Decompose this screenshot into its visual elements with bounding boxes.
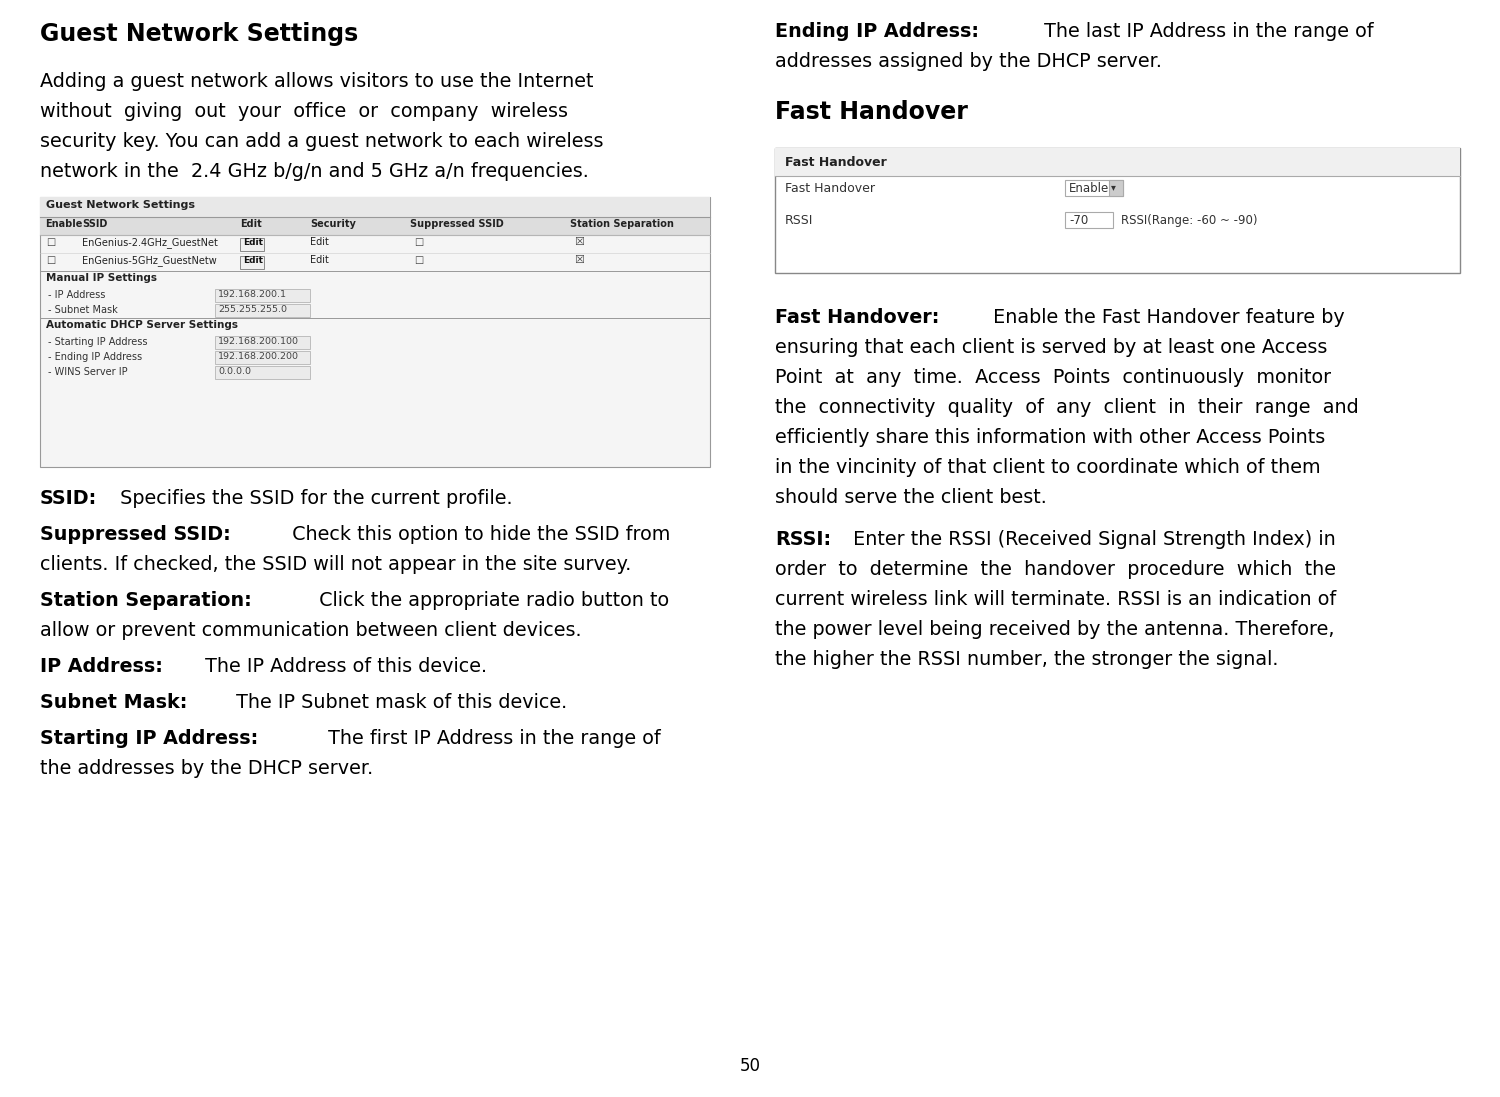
Text: the  connectivity  quality  of  any  client  in  their  range  and: the connectivity quality of any client i… <box>776 398 1359 417</box>
Text: RSSI:: RSSI: <box>776 530 831 548</box>
Bar <box>40 197 709 217</box>
Text: 192.168.200.200: 192.168.200.200 <box>217 352 298 361</box>
Text: Ending IP Address:: Ending IP Address: <box>776 22 980 41</box>
Text: network in the  2.4 GHz b/g/n and 5 GHz a/n frequencies.: network in the 2.4 GHz b/g/n and 5 GHz a… <box>40 162 590 181</box>
Text: Edit: Edit <box>310 255 328 265</box>
Text: Guest Network Settings: Guest Network Settings <box>46 200 195 210</box>
Text: efficiently share this information with other Access Points: efficiently share this information with … <box>776 428 1326 446</box>
Text: Enable: Enable <box>45 219 82 229</box>
Text: Enable: Enable <box>1070 182 1108 195</box>
Text: Suppressed SSID:: Suppressed SSID: <box>40 525 231 544</box>
Bar <box>240 238 264 251</box>
Bar <box>40 217 709 235</box>
Text: Fast Handover: Fast Handover <box>784 156 886 169</box>
Text: the addresses by the DHCP server.: the addresses by the DHCP server. <box>40 759 374 778</box>
Text: Station Separation: Station Separation <box>570 219 674 229</box>
Text: without  giving  out  your  office  or  company  wireless: without giving out your office or compan… <box>40 102 568 121</box>
Text: Subnet Mask:: Subnet Mask: <box>40 693 188 712</box>
Text: Automatic DHCP Server Settings: Automatic DHCP Server Settings <box>46 320 238 330</box>
Text: The IP Subnet mask of this device.: The IP Subnet mask of this device. <box>230 693 567 712</box>
Text: Edit: Edit <box>310 237 328 247</box>
Text: Suppressed SSID: Suppressed SSID <box>410 219 504 229</box>
Text: the power level being received by the antenna. Therefore,: the power level being received by the an… <box>776 620 1335 638</box>
Text: the higher the RSSI number, the stronger the signal.: the higher the RSSI number, the stronger… <box>776 651 1278 669</box>
Text: RSSI: RSSI <box>784 214 813 227</box>
Bar <box>214 336 310 349</box>
Text: -70: -70 <box>1070 214 1088 227</box>
Text: RSSI(Range: -60 ~ -90): RSSI(Range: -60 ~ -90) <box>1120 214 1257 227</box>
Text: □: □ <box>414 237 423 247</box>
Text: SSID: SSID <box>82 219 108 229</box>
Bar <box>214 304 310 317</box>
Text: clients. If checked, the SSID will not appear in the site survey.: clients. If checked, the SSID will not a… <box>40 555 631 574</box>
Text: EnGenius-5GHz_GuestNetw: EnGenius-5GHz_GuestNetw <box>82 255 216 265</box>
Text: IP Address:: IP Address: <box>40 657 164 676</box>
Text: addresses assigned by the DHCP server.: addresses assigned by the DHCP server. <box>776 52 1162 71</box>
Bar <box>1065 180 1124 196</box>
Text: - Starting IP Address: - Starting IP Address <box>48 337 147 347</box>
Text: EnGenius-2.4GHz_GuestNet: EnGenius-2.4GHz_GuestNet <box>82 237 218 248</box>
Text: Edit: Edit <box>243 238 262 247</box>
Text: Enter the RSSI (Received Signal Strength Index) in: Enter the RSSI (Received Signal Strength… <box>847 530 1336 548</box>
Text: Specifies the SSID for the current profile.: Specifies the SSID for the current profi… <box>114 489 513 508</box>
Text: security key. You can add a guest network to each wireless: security key. You can add a guest networ… <box>40 132 603 151</box>
Text: order  to  determine  the  handover  procedure  which  the: order to determine the handover procedur… <box>776 559 1336 579</box>
Text: allow or prevent communication between client devices.: allow or prevent communication between c… <box>40 621 582 640</box>
Bar <box>214 366 310 378</box>
Text: ensuring that each client is served by at least one Access: ensuring that each client is served by a… <box>776 338 1328 357</box>
Bar <box>776 148 1460 176</box>
Text: in the vincinity of that client to coordinate which of them: in the vincinity of that client to coord… <box>776 459 1320 477</box>
Bar <box>1108 180 1124 196</box>
Text: □: □ <box>414 255 423 265</box>
Text: Starting IP Address:: Starting IP Address: <box>40 730 258 748</box>
Text: Click the appropriate radio button to: Click the appropriate radio button to <box>314 591 669 610</box>
Text: Fast Handover:: Fast Handover: <box>776 308 939 327</box>
Text: □: □ <box>46 255 56 265</box>
Text: - Subnet Mask: - Subnet Mask <box>48 305 117 315</box>
Bar <box>40 197 709 467</box>
Text: 192.168.200.100: 192.168.200.100 <box>217 337 298 346</box>
Text: Manual IP Settings: Manual IP Settings <box>46 273 158 283</box>
Text: Station Separation:: Station Separation: <box>40 591 252 610</box>
Text: current wireless link will terminate. RSSI is an indication of: current wireless link will terminate. RS… <box>776 590 1336 609</box>
Text: Fast Handover: Fast Handover <box>776 100 968 124</box>
Text: 50: 50 <box>740 1058 760 1075</box>
Text: Guest Network Settings: Guest Network Settings <box>40 22 358 46</box>
Text: □: □ <box>46 237 56 247</box>
Text: Edit: Edit <box>243 256 262 265</box>
Text: ☒: ☒ <box>574 255 584 265</box>
Text: Adding a guest network allows visitors to use the Internet: Adding a guest network allows visitors t… <box>40 72 594 91</box>
Bar <box>1065 212 1113 228</box>
Text: - IP Address: - IP Address <box>48 290 105 299</box>
Text: The last IP Address in the range of: The last IP Address in the range of <box>1038 22 1374 41</box>
Text: Enable the Fast Handover feature by: Enable the Fast Handover feature by <box>987 308 1346 327</box>
Bar <box>214 351 310 364</box>
Bar <box>214 289 310 302</box>
Bar <box>776 148 1460 273</box>
Text: - Ending IP Address: - Ending IP Address <box>48 352 142 362</box>
Text: 255.255.255.0: 255.255.255.0 <box>217 305 286 314</box>
Bar <box>240 256 264 269</box>
Text: ☒: ☒ <box>574 237 584 247</box>
Text: Fast Handover: Fast Handover <box>784 182 874 195</box>
Text: Check this option to hide the SSID from: Check this option to hide the SSID from <box>286 525 670 544</box>
Text: 192.168.200.1: 192.168.200.1 <box>217 290 286 299</box>
Text: 0.0.0.0: 0.0.0.0 <box>217 367 250 376</box>
Text: The IP Address of this device.: The IP Address of this device. <box>198 657 486 676</box>
Text: Security: Security <box>310 219 356 229</box>
Text: should serve the client best.: should serve the client best. <box>776 488 1047 507</box>
Text: - WINS Server IP: - WINS Server IP <box>48 367 128 377</box>
Text: Point  at  any  time.  Access  Points  continuously  monitor: Point at any time. Access Points continu… <box>776 367 1330 387</box>
Text: The first IP Address in the range of: The first IP Address in the range of <box>321 730 660 748</box>
Text: SSID:: SSID: <box>40 489 98 508</box>
Text: Edit: Edit <box>240 219 261 229</box>
Text: ▾: ▾ <box>1112 182 1116 192</box>
